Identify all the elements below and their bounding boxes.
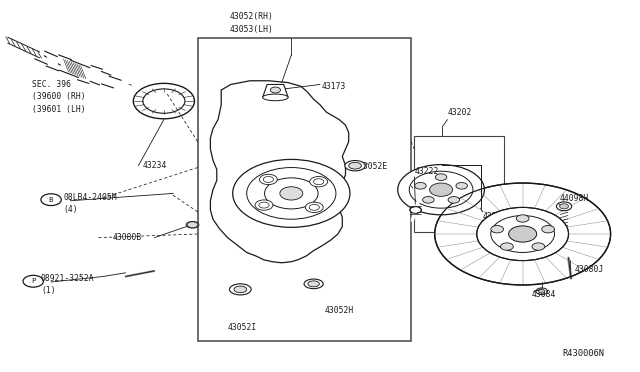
Ellipse shape xyxy=(410,207,421,213)
Text: 43053(LH): 43053(LH) xyxy=(230,25,274,33)
Text: R430006N: R430006N xyxy=(562,350,604,359)
Text: 43173: 43173 xyxy=(322,82,346,91)
Text: 43207: 43207 xyxy=(483,212,507,221)
Circle shape xyxy=(259,174,277,185)
Circle shape xyxy=(255,200,273,210)
Circle shape xyxy=(448,196,460,203)
Ellipse shape xyxy=(262,94,288,101)
Ellipse shape xyxy=(186,221,199,228)
Circle shape xyxy=(435,174,447,180)
Circle shape xyxy=(415,183,426,189)
Polygon shape xyxy=(262,84,288,97)
Circle shape xyxy=(456,183,467,189)
Circle shape xyxy=(270,87,280,93)
Text: 43052H: 43052H xyxy=(325,306,355,315)
Text: (1): (1) xyxy=(41,286,56,295)
Circle shape xyxy=(280,187,303,200)
Ellipse shape xyxy=(304,279,323,289)
Ellipse shape xyxy=(345,161,365,171)
Circle shape xyxy=(491,225,504,233)
Text: (4): (4) xyxy=(64,205,79,214)
Circle shape xyxy=(429,183,452,196)
Ellipse shape xyxy=(308,281,319,287)
Circle shape xyxy=(23,275,44,287)
Text: 43202: 43202 xyxy=(447,108,472,117)
Ellipse shape xyxy=(349,162,362,169)
Text: 44098H: 44098H xyxy=(559,195,589,203)
Text: SEC. 396: SEC. 396 xyxy=(32,80,71,89)
Text: P: P xyxy=(31,278,35,284)
Circle shape xyxy=(491,215,554,253)
Text: 08921-3252A: 08921-3252A xyxy=(41,274,95,283)
Ellipse shape xyxy=(230,284,251,295)
Circle shape xyxy=(233,160,350,227)
Text: 43052E: 43052E xyxy=(358,162,387,171)
Text: 43080B: 43080B xyxy=(113,233,142,242)
Circle shape xyxy=(435,183,611,285)
Circle shape xyxy=(509,226,537,242)
Circle shape xyxy=(188,222,198,228)
Text: (39600 (RH): (39600 (RH) xyxy=(32,92,86,101)
Circle shape xyxy=(532,243,545,250)
Text: 43080J: 43080J xyxy=(575,264,604,273)
Text: 43084: 43084 xyxy=(532,291,556,299)
Circle shape xyxy=(477,208,568,260)
Text: 43222: 43222 xyxy=(414,167,438,176)
Circle shape xyxy=(556,202,572,211)
Circle shape xyxy=(397,164,484,215)
Text: 43052(RH): 43052(RH) xyxy=(230,12,274,21)
Circle shape xyxy=(536,288,547,295)
Circle shape xyxy=(559,204,568,209)
Text: 08LB4-2405M: 08LB4-2405M xyxy=(64,193,118,202)
Ellipse shape xyxy=(234,286,246,293)
Circle shape xyxy=(539,289,545,293)
Circle shape xyxy=(305,202,323,212)
Text: B: B xyxy=(49,197,53,203)
Circle shape xyxy=(516,215,529,222)
Circle shape xyxy=(41,194,61,206)
Polygon shape xyxy=(211,81,349,263)
Circle shape xyxy=(500,243,513,250)
Text: (39601 (LH): (39601 (LH) xyxy=(32,105,86,114)
Bar xyxy=(198,38,411,341)
Bar xyxy=(414,136,504,232)
Text: 43052I: 43052I xyxy=(228,323,257,331)
Circle shape xyxy=(422,196,434,203)
Text: 43234: 43234 xyxy=(143,161,167,170)
Circle shape xyxy=(541,225,554,233)
Circle shape xyxy=(310,177,328,187)
